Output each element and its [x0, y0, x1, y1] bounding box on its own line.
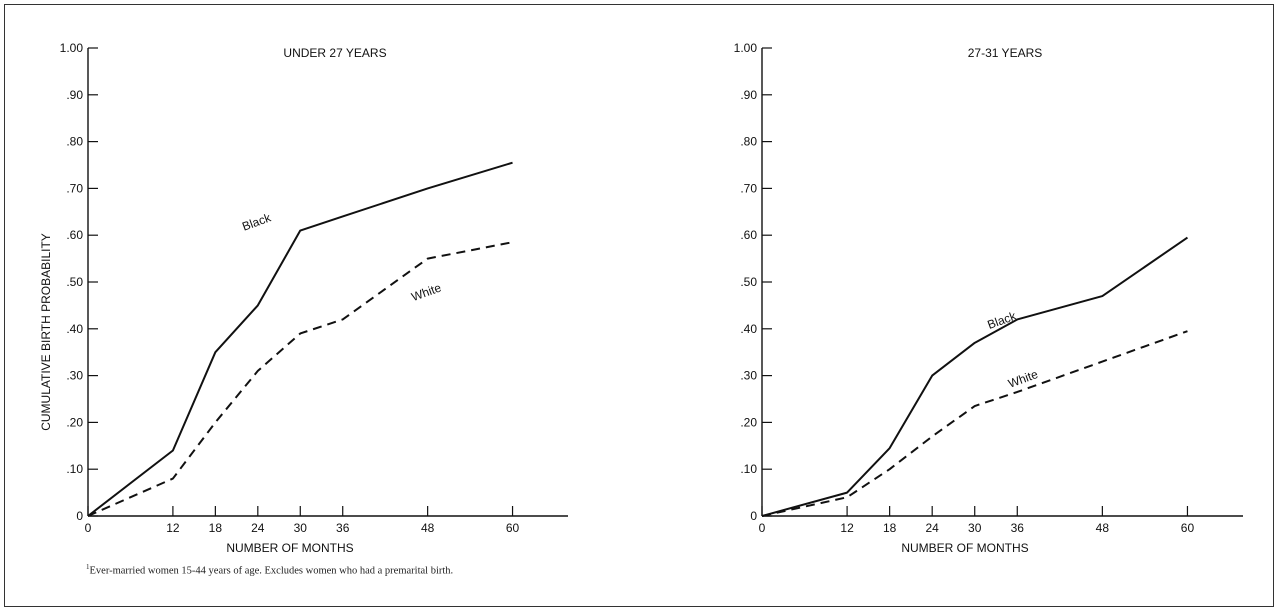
- x-axis-label: NUMBER OF MONTHS: [901, 541, 1028, 555]
- y-tick-label: .40: [66, 322, 83, 336]
- y-tick-label: .50: [740, 275, 757, 289]
- x-tick-label: 36: [336, 521, 350, 535]
- y-tick-label: .60: [66, 228, 83, 242]
- y-tick-label: .30: [740, 369, 757, 383]
- x-tick-label: 18: [209, 521, 223, 535]
- x-tick-label: 30: [968, 521, 982, 535]
- x-tick-label: 12: [840, 521, 854, 535]
- x-tick-label: 0: [759, 521, 766, 535]
- y-tick-label: .50: [66, 275, 83, 289]
- chart-title: 27-31 YEARS: [968, 46, 1043, 60]
- y-tick-label: .90: [66, 88, 83, 102]
- x-tick-label: 24: [251, 521, 265, 535]
- series-line-white: [761, 330, 1188, 517]
- y-tick-label: 1.00: [60, 41, 84, 55]
- y-tick-label: .70: [66, 181, 83, 195]
- footnote-text: Ever-married women 15-44 years of age. E…: [89, 565, 454, 577]
- y-tick-label: 0: [750, 509, 757, 523]
- y-tick-label: .20: [740, 415, 757, 429]
- x-tick-label: 60: [1181, 521, 1195, 535]
- y-tick-label: .90: [740, 88, 757, 102]
- chart-under-27: 0 .10 .20 .30 .40 .50 .60 .70 .80 .90 1.00 0 12 18 24 3…: [39, 41, 568, 555]
- y-tick-label: .80: [740, 135, 757, 149]
- figure-frame: [4, 4, 1274, 607]
- series-line-black: [87, 161, 513, 517]
- y-tick-label: .30: [66, 369, 83, 383]
- y-tick-label: 1.00: [734, 41, 758, 55]
- y-tick-label: .10: [66, 462, 83, 476]
- x-tick-label: 60: [506, 521, 520, 535]
- y-tick-label: .60: [740, 228, 757, 242]
- x-tick-label: 48: [1096, 521, 1110, 535]
- y-tick-label: .70: [740, 181, 757, 195]
- x-tick-label: 30: [294, 521, 308, 535]
- x-tick-label: 0: [85, 521, 92, 535]
- x-tick-label: 48: [421, 521, 435, 535]
- x-tick-label: 18: [883, 521, 897, 535]
- x-axis-label: NUMBER OF MONTHS: [226, 541, 353, 555]
- y-tick-label: .80: [66, 135, 83, 149]
- y-tick-label: .40: [740, 322, 757, 336]
- x-tick-label: 12: [166, 521, 180, 535]
- footnote: 1Ever-married women 15-44 years of age. …: [86, 563, 453, 577]
- y-tick-label: 0: [76, 509, 83, 523]
- series-line-black: [761, 236, 1189, 517]
- x-tick-label: 24: [926, 521, 940, 535]
- footnote-marker: 1: [86, 563, 90, 571]
- y-tick-label: .20: [66, 415, 83, 429]
- y-tick-label: .10: [740, 462, 757, 476]
- x-tick-label: 36: [1011, 521, 1025, 535]
- y-axis-label: CUMULATIVE BIRTH PROBABILITY: [39, 233, 53, 431]
- series-label-white: White: [1006, 367, 1040, 391]
- chart-title: UNDER 27 YEARS: [283, 46, 386, 60]
- series-line-white: [87, 241, 513, 517]
